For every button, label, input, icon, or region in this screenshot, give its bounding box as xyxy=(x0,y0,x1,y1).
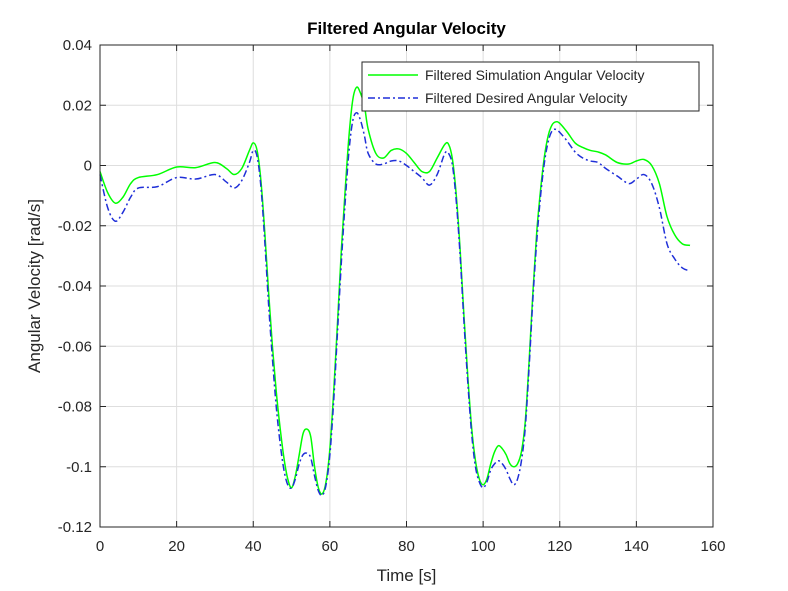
series-line-desired xyxy=(99,112,691,497)
x-tick-label: 140 xyxy=(624,538,649,555)
ticks xyxy=(99,44,714,528)
x-tick-label: 120 xyxy=(547,538,572,555)
series-layer xyxy=(99,86,691,497)
y-tick-label: -0.02 xyxy=(58,218,92,235)
chart-title: Filtered Angular Velocity xyxy=(307,19,506,38)
legend-box xyxy=(361,61,700,112)
y-tick-label: -0.12 xyxy=(58,519,92,536)
y-tick-label: -0.04 xyxy=(58,278,92,295)
y-tick-labels: -0.12 -0.1 -0.08 -0.06 -0.04 -0.02 0 0.02 0.04 xyxy=(58,37,92,536)
x-tick-label: 60 xyxy=(322,538,339,555)
x-tick-label: 100 xyxy=(471,538,496,555)
legend-label-simulation: Filtered Simulation Angular Velocity xyxy=(425,67,644,83)
x-tick-label: 40 xyxy=(245,538,262,555)
x-tick-label: 0 xyxy=(96,538,104,555)
x-axis-label: Time [s] xyxy=(377,566,437,585)
y-axis-label: Angular Velocity [rad/s] xyxy=(25,199,44,373)
x-tick-label: 160 xyxy=(700,538,725,555)
x-tick-label: 80 xyxy=(398,538,415,555)
legend-label-desired: Filtered Desired Angular Velocity xyxy=(425,90,627,106)
y-tick-label: 0 xyxy=(84,158,92,175)
y-tick-label: -0.08 xyxy=(58,399,92,416)
y-tick-label: -0.1 xyxy=(66,459,92,476)
x-tick-labels: 0 20 40 60 80 100 120 140 160 xyxy=(96,538,726,555)
legend: Filtered Simulation Angular Velocity Fil… xyxy=(361,61,700,112)
y-tick-label: 0.04 xyxy=(63,37,92,54)
y-tick-label: 0.02 xyxy=(63,97,92,114)
x-tick-label: 20 xyxy=(168,538,185,555)
y-tick-label: -0.06 xyxy=(58,338,92,355)
